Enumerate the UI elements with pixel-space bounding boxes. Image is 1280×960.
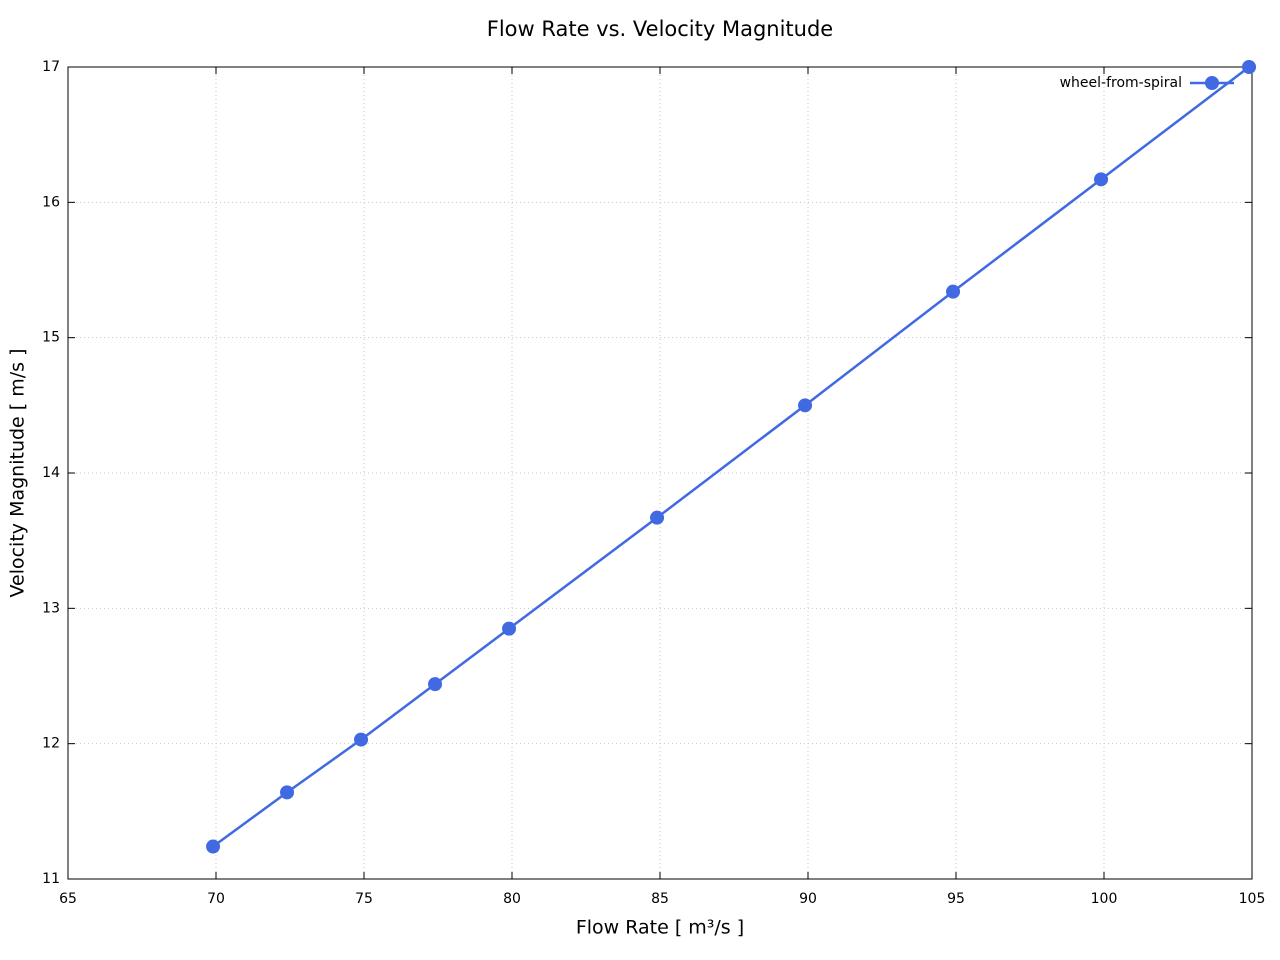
- data-point: [502, 621, 517, 636]
- x-tick-label: 75: [355, 891, 373, 907]
- data-point: [354, 732, 369, 747]
- data-line: [212, 66, 1250, 848]
- data-point: [650, 510, 665, 525]
- data-point: [946, 284, 961, 299]
- data-point: [280, 785, 295, 800]
- data-point: [206, 839, 221, 854]
- data-point: [428, 677, 443, 692]
- y-tick-label: 15: [42, 330, 60, 346]
- y-tick-label: 13: [42, 600, 60, 616]
- y-tick-label: 12: [42, 736, 60, 752]
- plot-frame: [67, 66, 1253, 880]
- x-tick-label: 95: [947, 891, 965, 907]
- y-tick-label: 16: [42, 194, 60, 210]
- x-tick-label: 70: [207, 891, 225, 907]
- x-tick-label: 85: [651, 891, 669, 907]
- legend-label: wheel-from-spiral: [1060, 75, 1182, 91]
- y-tick-label: 17: [42, 59, 60, 75]
- x-tick-label: 105: [1239, 891, 1266, 907]
- data-point: [1242, 60, 1257, 74]
- data-point: [1094, 172, 1109, 187]
- x-tick-label: 100: [1091, 891, 1118, 907]
- y-axis-label: Velocity Magnitude [ m/s ]: [7, 349, 29, 598]
- x-axis-label: Flow Rate [ m³/s ]: [576, 917, 744, 939]
- y-tick-label: 11: [42, 871, 60, 887]
- x-tick-label: 65: [59, 891, 77, 907]
- y-tick-label: 14: [42, 465, 60, 481]
- legend-marker: [1205, 76, 1219, 90]
- x-tick-label: 90: [799, 891, 817, 907]
- chart-title: Flow Rate vs. Velocity Magnitude: [487, 17, 833, 41]
- x-tick-label: 80: [503, 891, 521, 907]
- data-point: [798, 398, 813, 413]
